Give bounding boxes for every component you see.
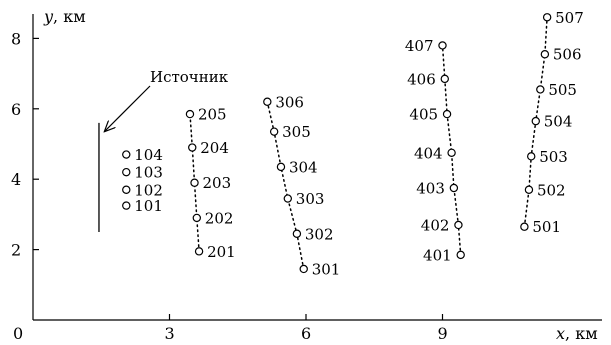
- data-point: [269, 127, 279, 136]
- point-label: 102: [134, 181, 163, 199]
- data-point: [520, 222, 529, 231]
- data-point: [447, 148, 456, 157]
- data-point: [540, 50, 550, 59]
- data-point: [456, 250, 465, 260]
- point-label: 503: [539, 148, 568, 166]
- data-point: [536, 85, 545, 94]
- data-point: [192, 213, 201, 223]
- y-axis-label-unit: , км: [53, 7, 86, 26]
- data-point: [276, 162, 286, 172]
- data-point: [122, 167, 131, 177]
- data-point: [449, 183, 459, 193]
- point-label: 404: [414, 144, 443, 162]
- point-label: 303: [296, 190, 325, 208]
- point-label: 401: [423, 246, 452, 264]
- data-point: [194, 247, 204, 256]
- x-tick-label: 0: [13, 324, 23, 343]
- point-label: 306: [275, 93, 304, 111]
- point-label: 505: [548, 81, 577, 99]
- point-label: 201: [207, 243, 236, 261]
- axes: [32, 14, 602, 321]
- y-axis-label: y, км: [43, 7, 86, 26]
- data-point: [185, 109, 195, 119]
- point-label: 205: [198, 106, 227, 124]
- ticks: 0 3 6 9 2 4 6 8: [11, 29, 448, 343]
- x-tick-label: 3: [165, 324, 175, 343]
- data-point: [524, 185, 534, 194]
- data-point: [188, 143, 197, 152]
- point-label: 202: [205, 209, 234, 227]
- y-tick-label: 2: [11, 241, 21, 260]
- point-label: 403: [416, 180, 445, 198]
- y-tick-label: 6: [11, 100, 21, 119]
- data-point: [440, 74, 449, 84]
- point-label: 501: [532, 218, 561, 236]
- point-label: 103: [134, 164, 163, 182]
- data-point: [122, 201, 131, 210]
- series-points: [122, 13, 552, 274]
- x-axis-label-var: x: [556, 324, 565, 343]
- series-lines: [189, 16, 548, 270]
- point-label: 302: [305, 225, 334, 243]
- data-point: [438, 41, 447, 50]
- data-point: [531, 116, 540, 126]
- y-tick-label: 4: [11, 170, 21, 189]
- data-point: [263, 97, 272, 106]
- data-point: [122, 185, 131, 194]
- point-label: 507: [555, 9, 584, 27]
- point-label: 304: [289, 158, 318, 176]
- point-label: 402: [421, 216, 450, 234]
- data-point: [542, 13, 552, 22]
- x-tick-label: 6: [301, 324, 311, 343]
- data-point: [283, 194, 292, 203]
- x-axis-label: x, км: [556, 324, 598, 343]
- source: Источник: [98, 68, 229, 232]
- data-point: [299, 264, 308, 274]
- x-tick-label: 9: [438, 324, 448, 343]
- point-label: 506: [553, 46, 582, 64]
- point-label: 405: [409, 106, 438, 124]
- source-arrow: [105, 85, 151, 131]
- data-point: [190, 178, 199, 187]
- y-axis-label-var: y: [43, 7, 54, 26]
- data-point: [442, 109, 452, 119]
- point-label: 101: [134, 197, 163, 215]
- y-tick-label: 8: [11, 29, 21, 48]
- point-label: 406: [407, 70, 436, 88]
- data-point: [122, 150, 131, 159]
- point-label: 502: [537, 181, 566, 199]
- series-line: [189, 113, 200, 253]
- data-point: [527, 152, 536, 161]
- point-label: 203: [203, 174, 232, 192]
- point-label: 104: [134, 146, 163, 164]
- data-point: [292, 229, 302, 238]
- point-label: 504: [544, 113, 573, 131]
- point-label: 204: [200, 139, 229, 157]
- x-axis-label-unit: , км: [565, 324, 598, 343]
- point-label: 301: [312, 260, 341, 278]
- source-label: Источник: [150, 68, 229, 86]
- data-point: [454, 220, 463, 230]
- point-label: 305: [282, 123, 311, 141]
- point-label: 407: [405, 37, 434, 55]
- series-line: [266, 101, 305, 270]
